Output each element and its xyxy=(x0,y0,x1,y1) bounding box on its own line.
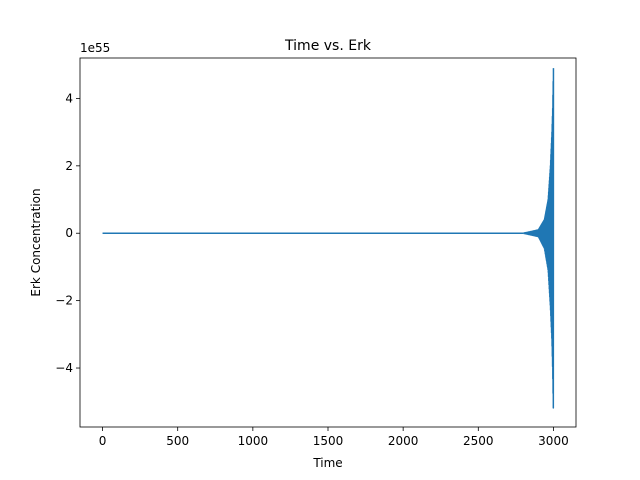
x-tick-label: 0 xyxy=(99,434,107,448)
plot-area xyxy=(102,68,555,409)
x-tick-label: 500 xyxy=(166,434,189,448)
series-0-oscillation-line xyxy=(522,68,555,409)
x-axis-label: Time xyxy=(312,456,342,470)
y-tick-label: 2 xyxy=(65,159,73,173)
y-tick-label: −4 xyxy=(55,361,73,375)
chart-title: Time vs. Erk xyxy=(284,38,372,54)
x-axis-ticks: 0 500 1000 1500 2000 2500 3000 xyxy=(99,427,569,448)
y-axis-ticks: −4 −2 0 2 4 xyxy=(55,91,80,375)
y-tick-label: 4 xyxy=(65,91,73,105)
axes-frame xyxy=(79,57,577,428)
y-tick-label: −2 xyxy=(55,294,73,308)
x-tick-label: 2500 xyxy=(463,434,494,448)
y-axis-label: Erk Concentration xyxy=(29,188,43,296)
y-tick-label: 0 xyxy=(65,226,73,240)
x-tick-label: 2000 xyxy=(388,434,419,448)
y-axis-scale-label: 1e55 xyxy=(80,41,110,55)
x-tick-label: 1500 xyxy=(313,434,344,448)
x-tick-label: 1000 xyxy=(238,434,269,448)
x-tick-label: 3000 xyxy=(538,434,569,448)
